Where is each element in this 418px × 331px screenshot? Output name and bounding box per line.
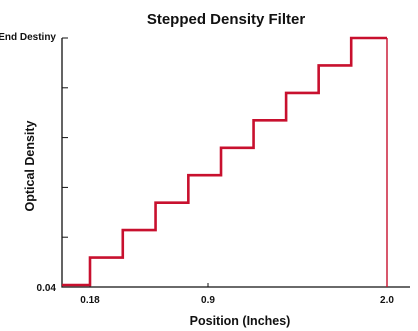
series-layer — [62, 36, 388, 287]
x-axis-label: Position (Inches) — [190, 314, 291, 328]
y-ticks — [62, 37, 68, 288]
axes — [61, 38, 410, 288]
x-tick-label-2-0: 2.0 — [380, 295, 394, 306]
chart-title: Stepped Density Filter — [147, 11, 306, 28]
y-axis-label: Optical Density — [23, 120, 37, 211]
x-tick-label-0-9: 0.9 — [201, 295, 215, 306]
y-tick-label-end: End Destiny — [0, 32, 56, 43]
y-tick-label-start: 0.04 — [37, 283, 57, 294]
series-line-0 — [62, 36, 387, 287]
x-tick-label-0-18: 0.18 — [80, 295, 100, 306]
axes-frame — [61, 38, 410, 288]
